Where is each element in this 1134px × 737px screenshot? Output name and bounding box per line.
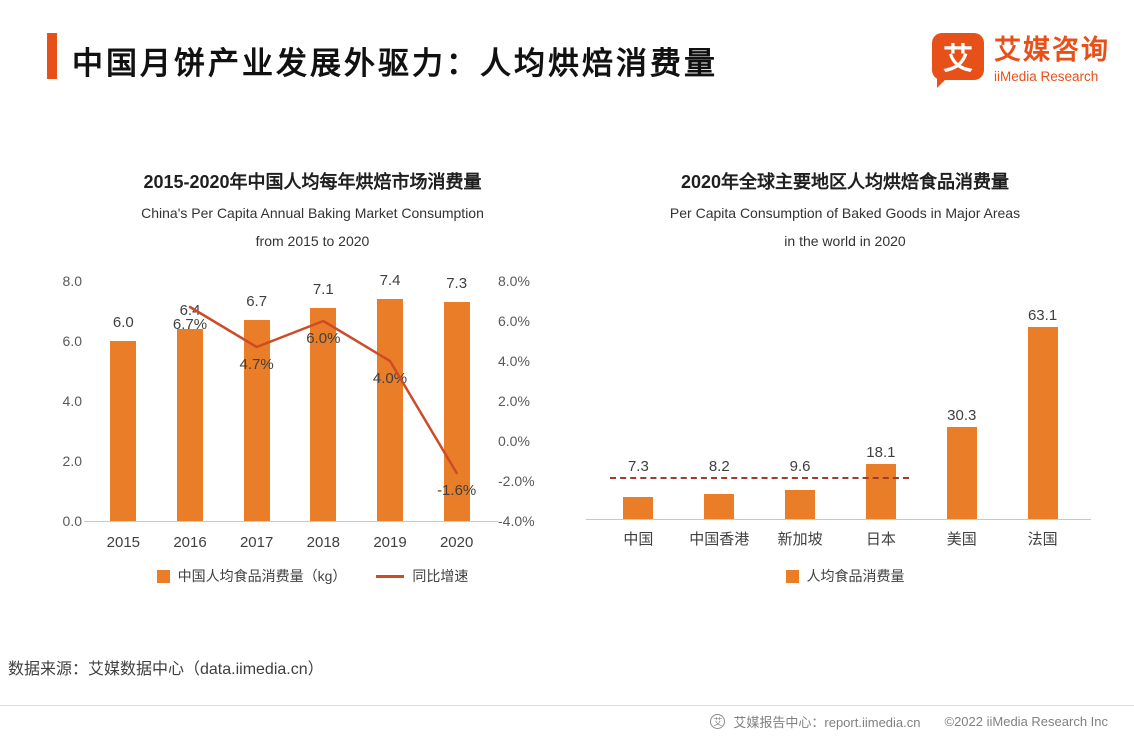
bar-2015 [110,341,137,521]
y-axis-tick-right: 2.0% [498,393,530,409]
brand-name-en: iiMedia Research [994,69,1099,84]
bar-2019 [377,299,403,521]
legend-item-line-series: 同比增速 [376,566,468,586]
x-category-label: 美国 [946,531,977,548]
y-axis-tick-right: 4.0% [498,353,530,369]
right-chart-plot: 7.3 中国 8.2 中国香港 9.6 新加坡 18.1 日本 30.3 美国 63.1 法国 [570,160,1120,620]
footer-icon-glyph: 艾 [713,717,723,727]
footer: 艾 艾媒报告中心：report.iimedia.cn ©2022 iiMedia… [710,712,1108,731]
y-axis-tick-left: 4.0 [62,393,82,409]
x-category-label: 2017 [239,534,274,551]
right-chart-legend: 人均食品消费量 [570,566,1120,586]
legend-item-bar-series: 中国人均食品消费量（kg） [156,566,347,586]
left-chart-subtitle-1: China's Per Capita Annual Baking Market … [141,205,484,221]
left-chart-plot: 0.0 2.0 4.0 6.0 8.0 8.0% 6.0% 4.0% 2.0% 0.0% -2.0%… [40,160,585,620]
left-chart-subtitle-2: from 2015 to 2020 [255,233,370,249]
bar-value-label: 7.1 [312,281,334,298]
right-chart-subtitle-1: Per Capita Consumption of Baked Goods in… [669,205,1021,221]
bar-series-swatch [785,569,799,583]
bar-value-label: 6.7 [246,293,268,310]
legend-item-bar-series: 人均食品消费量 [785,566,905,586]
bar-中国 [623,496,654,519]
y-axis-tick-right: 6.0% [498,313,530,329]
y-axis-tick-right: 8.0% [498,273,530,289]
brand-logo: 艾 艾媒咨询 iiMedia Research [932,28,1110,88]
y-axis-tick-right: 0.0% [498,433,530,449]
bar-美国 [946,426,977,519]
logo-glyph: 艾 [943,43,973,76]
line-series-swatch [376,574,405,578]
y-axis-tick-left: 0.0 [62,513,82,529]
growth-rate-label: 4.0% [372,370,408,387]
footer-divider [0,705,1134,706]
right-chart-panel: 2020年全球主要地区人均烘焙食品消费量 Per Capita Consumpt… [570,160,1120,620]
logo-text: 艾媒咨询 iiMedia Research [994,28,1110,84]
x-axis-line [84,521,498,522]
logo-icon: 艾 [932,32,984,88]
copyright-text: ©2022 iiMedia Research Inc [944,714,1109,729]
x-category-label: 法国 [1027,531,1058,548]
y-axis-tick-left: 2.0 [62,453,82,469]
x-category-label: 2018 [306,534,341,551]
right-chart-subtitle-2: in the world in 2020 [784,233,906,249]
growth-rate-label: 6.0% [306,330,341,347]
x-category-label: 中国香港 [689,531,750,548]
right-chart-title: 2020年全球主要地区人均烘焙食品消费量 [680,172,1010,192]
x-category-label: 2019 [373,534,407,551]
bar-value-label: 7.3 [627,457,649,475]
y-axis-tick-right: -4.0% [498,513,535,529]
bar-series-label: 人均食品消费量 [806,568,905,584]
y-axis-tick-right: -2.0% [498,473,535,489]
y-axis-tick-left: 8.0 [62,273,82,289]
bar-2016 [177,329,203,521]
x-axis-line [586,519,1091,520]
bar-series-swatch [156,569,170,583]
x-category-label: 2015 [106,534,141,551]
growth-rate-label: 6.7% [172,316,208,333]
bar-value-label: 6.0 [112,314,134,331]
x-category-label: 日本 [865,531,896,548]
line-series-label: 同比增速 [412,568,469,584]
bar-日本 [865,463,896,519]
left-chart-panel: 2015-2020年中国人均每年烘焙市场消费量 China's Per Capi… [40,160,585,620]
y-axis-tick-left: 6.0 [62,333,82,349]
growth-rate-label: -1.6% [437,482,477,499]
left-chart-title: 2015-2020年中国人均每年烘焙市场消费量 [143,172,482,192]
left-chart-legend: 中国人均食品消费量（kg） 同比增速 [40,566,585,586]
x-category-label: 2020 [439,534,474,551]
x-category-label: 2016 [173,534,207,551]
bar-法国 [1027,327,1058,519]
bar-value-label: 7.4 [379,272,401,289]
x-category-label: 中国 [623,531,654,548]
reference-dashed-line [610,476,909,479]
bar-value-label: 7.3 [446,275,468,292]
iimedia-badge-icon: 艾 [710,714,726,729]
bar-2017 [243,320,270,521]
bar-新加坡 [785,489,816,519]
bar-中国香港 [704,494,735,519]
title-accent-bar [47,33,57,79]
brand-name-zh: 艾媒咨询 [994,35,1110,65]
bar-value-label: 18.1 [866,443,896,461]
x-category-label: 新加坡 [777,531,823,548]
bar-value-label: 9.6 [789,457,811,475]
bar-value-label: 8.2 [708,457,730,475]
bar-value-label: 30.3 [947,406,977,424]
report-center-text: 艾媒报告中心：report.iimedia.cn [733,715,921,730]
data-source-note: 数据来源：艾媒数据中心（data.iimedia.cn） [8,661,324,678]
bar-value-label: 63.1 [1027,307,1058,324]
page-title: 中国月饼产业发展外驱力：人均烘焙消费量 [72,46,718,81]
growth-rate-label: 4.7% [239,356,274,373]
bar-series-label: 中国人均食品消费量（kg） [177,568,347,584]
